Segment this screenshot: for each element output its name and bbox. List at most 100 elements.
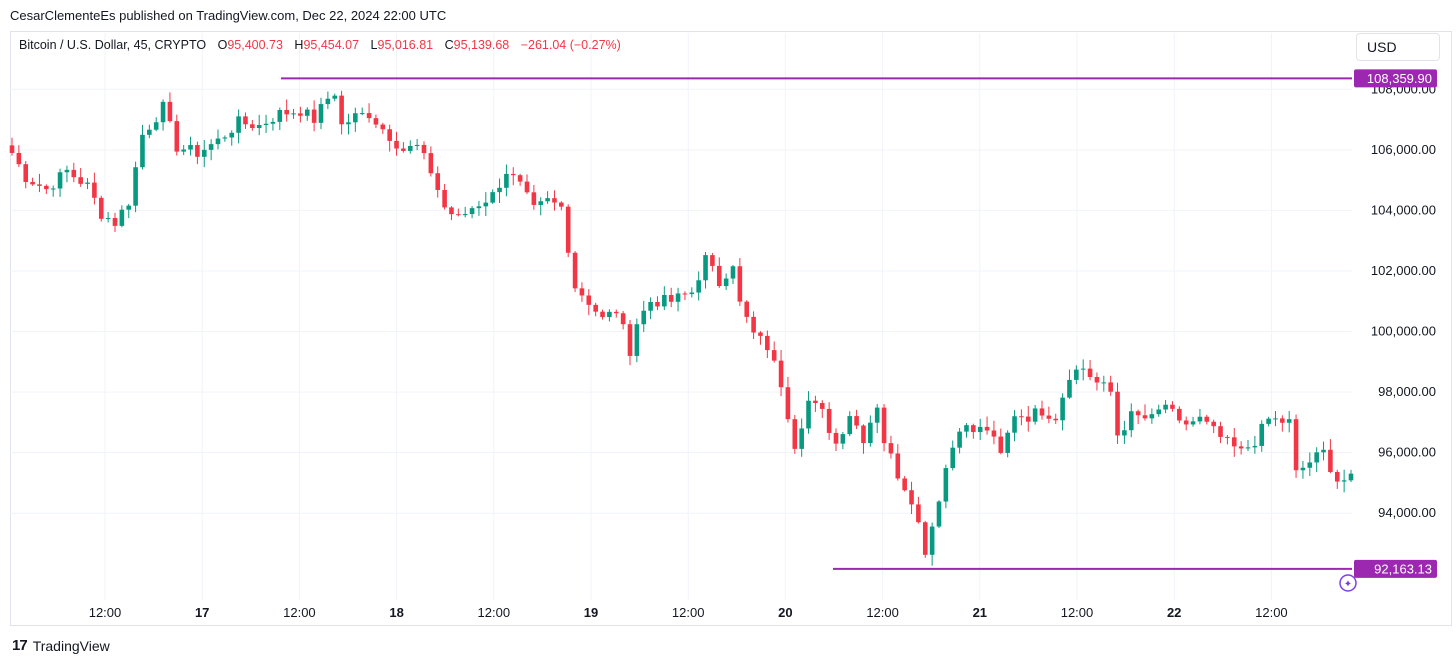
candle-body (270, 121, 276, 124)
candle-body (490, 192, 495, 203)
candle-body (655, 301, 660, 307)
candle-body (1280, 418, 1285, 423)
candle-body (572, 252, 578, 289)
candle-body (895, 453, 901, 479)
candle-body (1094, 376, 1100, 383)
high-key: H (294, 38, 304, 52)
candle-body (30, 181, 35, 185)
assistant-icon[interactable] (1339, 574, 1357, 592)
candle-body (346, 122, 351, 125)
candle-body (984, 426, 990, 431)
candle-body (9, 145, 15, 153)
candle-body (1156, 409, 1162, 415)
candle-body (1204, 416, 1210, 422)
candle-body (1101, 382, 1107, 384)
candle-body (1334, 471, 1340, 482)
candle-body (1087, 368, 1093, 377)
candle-body (497, 187, 502, 193)
candle-body (607, 311, 612, 318)
x-tick-label: 17 (195, 605, 209, 620)
candle-body (1348, 473, 1354, 481)
y-tick-label: 100,000.00 (1371, 324, 1436, 339)
x-tick-label: 12:00 (478, 605, 511, 620)
candle-body (723, 278, 729, 287)
candle-body (1259, 423, 1265, 446)
x-tick-label: 18 (389, 605, 403, 620)
level-price-tag (1354, 69, 1437, 88)
candle-body (861, 425, 866, 444)
level-price-label: 108,359.90 (1367, 71, 1432, 86)
candle-body (98, 197, 104, 219)
candle-body (758, 332, 763, 336)
x-tick-label: 19 (584, 605, 598, 620)
candle-body (1218, 426, 1223, 437)
candle-body (1273, 418, 1278, 420)
candle-body (662, 294, 667, 307)
candle-body (902, 478, 907, 491)
x-tick-label: 12:00 (1061, 605, 1094, 620)
candle-body (1128, 411, 1134, 431)
ohlc-legend: Bitcoin / U.S. Dollar, 45, CRYPTO O95,40… (19, 38, 621, 52)
candle-body (1238, 446, 1244, 449)
candle-body (586, 295, 592, 305)
candle-body (504, 173, 509, 188)
candle-body (806, 400, 811, 429)
candle-body (600, 311, 605, 318)
currency-button[interactable]: USD (1356, 33, 1440, 61)
candle-body (456, 214, 461, 216)
candle-body (195, 145, 200, 157)
y-tick-label: 94,000.00 (1378, 505, 1436, 520)
candle-body (1286, 419, 1292, 423)
candle-body (627, 324, 633, 356)
candle-body (1163, 404, 1168, 410)
candle-body (133, 167, 138, 206)
candle-body (929, 526, 935, 555)
candle-body (881, 407, 887, 444)
candle-body (620, 313, 626, 325)
low-value: 95,016.81 (377, 38, 434, 52)
candle-body (1122, 430, 1127, 436)
candle-body (716, 265, 722, 287)
candle-body (407, 146, 413, 151)
candle-body (1231, 437, 1237, 447)
candle-body (641, 310, 647, 325)
candle-body (414, 144, 420, 147)
candle-body (1197, 416, 1203, 422)
candle-body (483, 202, 489, 207)
x-tick-label: 20 (778, 605, 792, 620)
brand-label: TradingView (32, 637, 110, 654)
open-key: O (217, 38, 228, 52)
y-tick-label: 104,000.00 (1371, 202, 1436, 217)
candle-body (476, 206, 482, 209)
candle-body (648, 301, 653, 311)
candle-body (1252, 445, 1258, 448)
sparkle-icon: ✦ (1344, 579, 1352, 590)
candle-body (1067, 379, 1072, 398)
candle-body (112, 217, 118, 226)
candle-body (325, 98, 331, 105)
candle-body (339, 95, 344, 125)
candle-body (943, 468, 949, 502)
candle-body (703, 255, 708, 281)
candle-body (359, 113, 365, 115)
candle-body (565, 206, 571, 253)
symbol-label[interactable]: Bitcoin / U.S. Dollar, 45, CRYPTO (19, 38, 207, 52)
candle-body (510, 173, 516, 176)
candle-body (696, 280, 701, 293)
candle-body (71, 169, 77, 178)
candle-body (442, 189, 447, 208)
candle-body (23, 164, 29, 182)
footer-brand[interactable]: 17 TradingView (12, 637, 110, 654)
candle-body (950, 447, 956, 469)
candle-body (1266, 418, 1271, 424)
candle-body (1328, 449, 1333, 472)
candle-body (813, 400, 818, 404)
candle-body (353, 113, 358, 123)
candle-body (552, 198, 557, 203)
candle-body (1005, 432, 1010, 453)
candle-body (229, 132, 235, 138)
candle-body (387, 129, 392, 141)
candle-body (751, 316, 756, 333)
candle-body (1341, 480, 1347, 482)
